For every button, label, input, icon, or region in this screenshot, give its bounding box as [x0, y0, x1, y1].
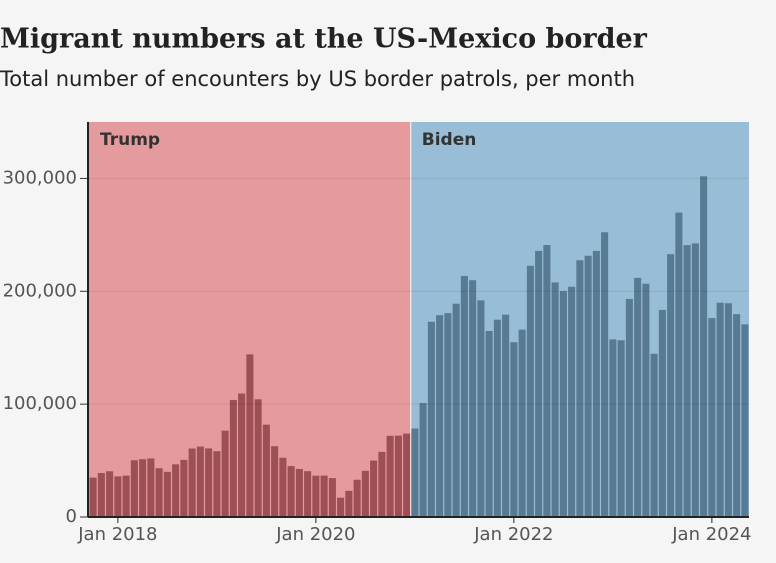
bar [427, 321, 435, 517]
chart-subtitle: Total number of encounters by US border … [0, 67, 635, 91]
bar [477, 300, 485, 517]
bar [419, 403, 427, 517]
x-tick-label: Jan 2018 [77, 524, 157, 545]
bar [213, 451, 221, 517]
bar [163, 471, 171, 517]
bar [287, 466, 295, 517]
x-tick-label: Jan 2020 [275, 524, 355, 545]
bar [411, 428, 419, 517]
bar [724, 303, 732, 517]
bar [130, 460, 138, 517]
bar [551, 282, 559, 517]
bar [188, 448, 196, 517]
bar [394, 435, 402, 517]
chart-title: Migrant numbers at the US-Mexico border [0, 24, 648, 55]
bar [469, 280, 477, 517]
bar [122, 475, 130, 517]
bar [114, 476, 122, 517]
bar [89, 477, 97, 517]
bar [691, 243, 699, 518]
bar [378, 451, 386, 517]
bar [559, 291, 567, 517]
bar [650, 353, 658, 517]
bar [502, 314, 510, 517]
bar [196, 446, 204, 517]
bar [205, 448, 213, 517]
bar [221, 430, 229, 517]
bar [485, 331, 493, 517]
bar [493, 319, 501, 517]
bar [568, 286, 576, 517]
bar [320, 475, 328, 517]
period-label: Biden [422, 130, 477, 150]
bar [601, 232, 609, 518]
bar [271, 446, 279, 517]
bar [733, 314, 741, 517]
bar [238, 393, 246, 517]
bar [312, 475, 320, 517]
bar [246, 354, 254, 517]
bar [180, 459, 188, 517]
period-label: Trump [100, 130, 160, 150]
bar [518, 329, 526, 517]
bar [436, 315, 444, 517]
bar [353, 479, 361, 517]
bar [337, 497, 345, 517]
bar [716, 302, 724, 517]
y-tick-label: 300,000 [3, 167, 77, 188]
bar [642, 283, 650, 517]
bar [295, 468, 303, 517]
bar [328, 478, 336, 517]
bar [700, 176, 708, 517]
bar [460, 275, 468, 517]
bar [708, 318, 716, 517]
bar [592, 250, 600, 517]
bar [345, 490, 353, 517]
bar [675, 212, 683, 518]
bar [634, 277, 642, 517]
bar [254, 399, 262, 517]
y-tick-label: 100,000 [3, 393, 77, 414]
y-tick-label: 0 [66, 506, 77, 527]
bar [667, 254, 675, 518]
bar [543, 245, 551, 517]
bar [97, 472, 105, 517]
bar [172, 464, 180, 517]
y-tick-label: 200,000 [3, 280, 77, 301]
bar [262, 424, 270, 517]
bar [526, 265, 534, 517]
bar [741, 324, 749, 517]
bar [106, 471, 114, 517]
bar [683, 245, 691, 517]
bar [452, 303, 460, 517]
bar [609, 339, 617, 517]
bar [229, 399, 237, 517]
bar [386, 435, 394, 517]
bar [361, 470, 369, 517]
bar [576, 260, 584, 517]
bar [279, 457, 287, 517]
bar [617, 340, 625, 517]
bar [155, 468, 163, 517]
bar [403, 433, 411, 517]
bar [584, 255, 592, 517]
bar [658, 309, 666, 517]
bar [510, 342, 518, 517]
bar [139, 459, 147, 517]
bar [625, 298, 633, 517]
bar [370, 460, 378, 517]
x-tick-label: Jan 2022 [473, 524, 553, 545]
bar [444, 313, 452, 517]
bar [147, 458, 155, 517]
x-tick-label: Jan 2024 [671, 524, 751, 545]
bar [535, 250, 543, 517]
bar [304, 471, 312, 517]
